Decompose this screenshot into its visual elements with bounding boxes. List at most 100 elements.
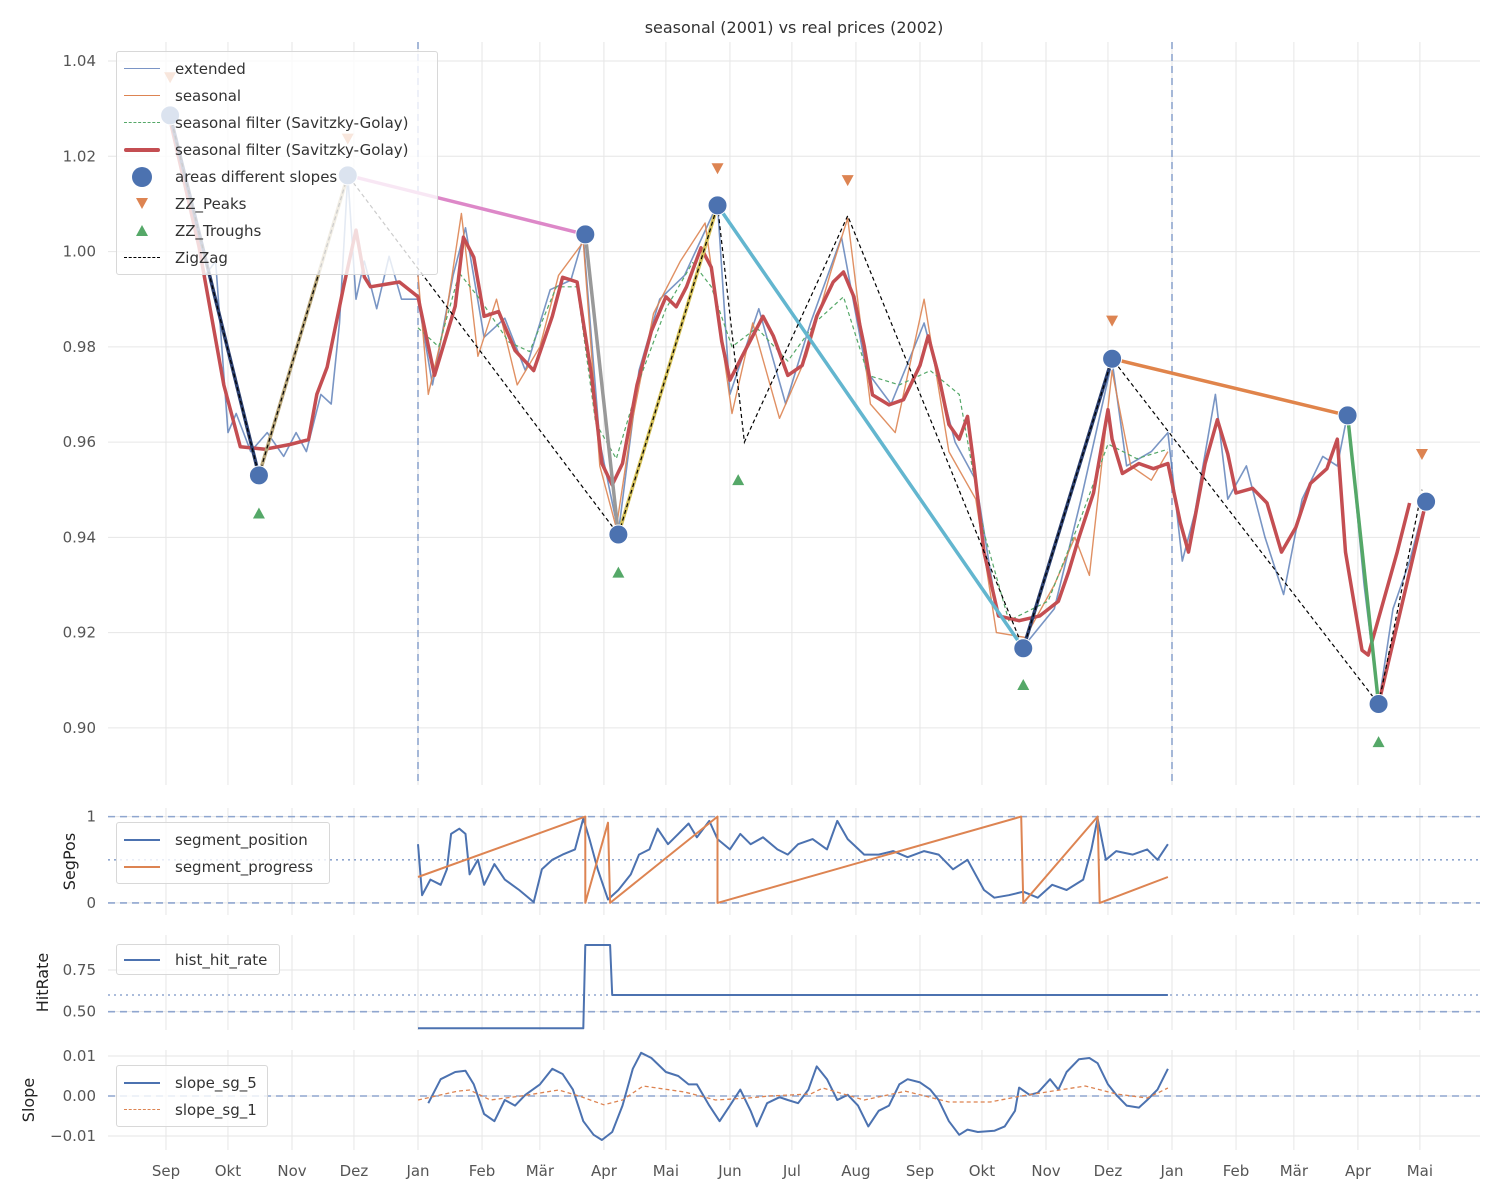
- series-hist-hit-rate: [418, 944, 1168, 1030]
- area-point-marker: [248, 465, 269, 486]
- slope-area-segment: [1345, 415, 1381, 705]
- y-tick-label: 1.02: [63, 147, 96, 165]
- y-tick-label: 0.75: [63, 961, 96, 979]
- chart-title: seasonal (2001) vs real prices (2002): [644, 18, 944, 37]
- y-tick-label: 0.96: [63, 433, 96, 451]
- x-tick-label: Mai: [1407, 1162, 1433, 1180]
- series-slope-sg-1: [417, 1085, 1169, 1106]
- x-tick-label: Sep: [152, 1162, 180, 1180]
- y-tick-label: 0.00: [63, 1087, 96, 1105]
- legend-label: slope_sg_5: [175, 1073, 257, 1092]
- series-segment-progress: [417, 815, 1169, 904]
- legend-item-slope-sg-1: slope_sg_1: [123, 1096, 261, 1123]
- y-tick-label: 0.92: [63, 624, 96, 642]
- y-tick-label: 1.04: [63, 52, 96, 70]
- y-tick-label: 1.00: [63, 243, 96, 261]
- slope-area-segment: [583, 234, 621, 535]
- x-tick-label: Apr: [1345, 1162, 1372, 1180]
- x-tick-label: Dez: [1094, 1162, 1123, 1180]
- x-tick-label: Mär: [526, 1162, 555, 1180]
- area-point-marker: [1416, 491, 1437, 512]
- legend-item-sg-dashed: seasonal filter (Savitzky-Golay): [123, 109, 431, 136]
- trough-marker: [1372, 736, 1385, 748]
- legend-label: segment_position: [175, 830, 308, 849]
- slope-legend: slope_sg_5 slope_sg_1: [116, 1065, 268, 1127]
- x-tick-label: Feb: [1223, 1162, 1250, 1180]
- legend-item-seasonal: seasonal: [123, 82, 431, 109]
- legend-item-slope-sg-5: slope_sg_5: [123, 1069, 261, 1096]
- x-tick-label: Mai: [653, 1162, 679, 1180]
- y-tick-label: 0.94: [63, 528, 96, 546]
- peak-marker: [841, 175, 854, 187]
- peak-marker: [1106, 315, 1119, 327]
- legend-item-hit-rate: hist_hit_rate: [123, 946, 273, 973]
- series-seasonal: [417, 212, 1169, 639]
- area-point-marker: [575, 224, 596, 245]
- area-point-marker: [1102, 348, 1123, 369]
- legend-item-peaks: ZZ_Peaks: [123, 190, 431, 217]
- x-tick-label: Dez: [340, 1162, 369, 1180]
- series-segment-position: [417, 817, 1169, 904]
- x-tick-label: Jun: [717, 1162, 741, 1180]
- area-point-marker: [1337, 405, 1358, 426]
- slope-area-segment: [1111, 357, 1348, 418]
- x-tick-label: Sep: [906, 1162, 934, 1180]
- trough-marker: [252, 507, 265, 519]
- trough-marker: [732, 474, 745, 486]
- x-tick-label: Nov: [277, 1162, 306, 1180]
- series-extended: [169, 118, 1427, 705]
- legend-label: seasonal filter (Savitzky-Golay): [175, 113, 409, 132]
- y-axis-label: HitRate: [33, 953, 52, 1012]
- x-tick-label: Apr: [591, 1162, 618, 1180]
- legend-label: seasonal filter (Savitzky-Golay): [175, 140, 409, 159]
- triangle-down-icon: [136, 198, 148, 209]
- peak-marker: [1415, 448, 1428, 460]
- slope-area-segment: [1376, 501, 1428, 705]
- zigzag-line: [169, 115, 1423, 706]
- legend-label: seasonal: [175, 86, 242, 105]
- y-tick-label: 0.50: [63, 1003, 96, 1021]
- triangle-up-icon: [136, 225, 148, 236]
- legend-item-zigzag: ZigZag: [123, 244, 431, 271]
- x-tick-label: Jan: [1159, 1162, 1183, 1180]
- x-tick-label: Jan: [405, 1162, 429, 1180]
- legend-item-troughs: ZZ_Troughs: [123, 217, 431, 244]
- legend-item-segment-progress: segment_progress: [123, 853, 323, 880]
- legend-label: segment_progress: [175, 857, 314, 876]
- y-tick-label: 0.98: [63, 338, 96, 356]
- trough-marker: [1017, 678, 1030, 690]
- legend-label: ZZ_Troughs: [175, 221, 262, 240]
- y-tick-label: 0: [86, 894, 96, 912]
- x-tick-label: Feb: [469, 1162, 496, 1180]
- legend-label: areas different slopes: [175, 167, 338, 186]
- area-point-marker: [1368, 694, 1389, 715]
- legend-label: ZigZag: [175, 248, 228, 267]
- x-tick-label: Okt: [969, 1162, 995, 1180]
- series-sg-filter-dashed: [417, 261, 1169, 622]
- legend-item-extended: extended: [123, 55, 431, 82]
- x-tick-label: Mär: [1280, 1162, 1309, 1180]
- x-tick-label: Jul: [782, 1162, 801, 1180]
- area-point-marker: [608, 524, 629, 545]
- legend-label: hist_hit_rate: [175, 950, 268, 969]
- slope-area-segment: [716, 204, 1025, 650]
- y-tick-label: 1: [86, 808, 96, 826]
- y-tick-label: 0.01: [63, 1047, 96, 1065]
- series-slope-sg-5: [427, 1051, 1169, 1141]
- peak-marker: [711, 163, 724, 175]
- y-axis-label: SegPos: [60, 833, 79, 890]
- x-tick-label: Nov: [1031, 1162, 1060, 1180]
- y-tick-label: −0.01: [50, 1127, 96, 1145]
- x-tick-label: Okt: [215, 1162, 241, 1180]
- x-tick-label: Aug: [841, 1162, 870, 1180]
- legend-label: ZZ_Peaks: [175, 194, 247, 213]
- legend-item-areas: areas different slopes: [123, 163, 431, 190]
- hitrate-legend: hist_hit_rate: [116, 944, 280, 975]
- trough-marker: [612, 566, 625, 578]
- circle-marker-icon: [132, 166, 152, 187]
- legend-label: extended: [175, 59, 246, 78]
- legend-label: slope_sg_1: [175, 1100, 257, 1119]
- y-tick-label: 0.90: [63, 719, 96, 737]
- legend-item-sg-thick: seasonal filter (Savitzky-Golay): [123, 136, 431, 163]
